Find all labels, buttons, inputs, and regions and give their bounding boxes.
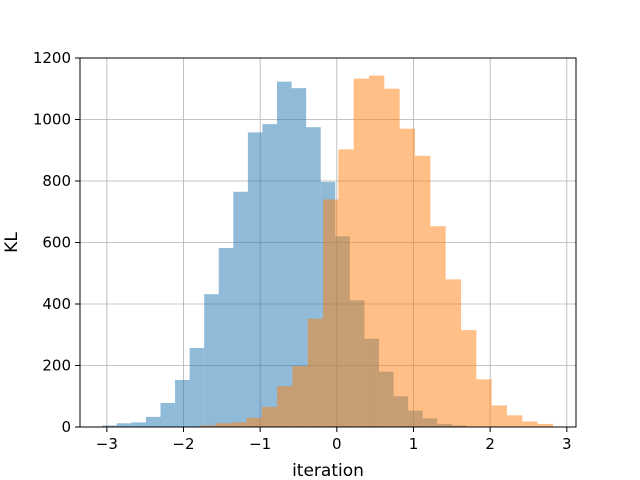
histogram-bar-series-2 [323, 199, 339, 427]
histogram-bar-series-1 [247, 132, 263, 428]
y-tick-label: 600 [42, 234, 71, 252]
histogram-bar-series-2 [231, 422, 247, 427]
histogram-bar-series-2 [292, 366, 308, 427]
x-tick-label: 0 [332, 435, 342, 453]
histogram-bar-series-2 [307, 318, 324, 427]
histogram-bar-series-1 [102, 425, 117, 427]
histogram-bar-series-1 [218, 248, 234, 427]
histogram-bar-series-1 [145, 416, 161, 427]
histogram-bar-series-1 [262, 124, 278, 428]
y-tick-label: 1000 [33, 111, 71, 129]
histogram-bar-series-1 [291, 88, 307, 427]
histogram-bar-series-2 [384, 88, 400, 427]
histogram-bar-series-2 [353, 78, 370, 427]
histogram-bar-series-2 [537, 423, 554, 427]
histogram-bar-series-1 [175, 379, 190, 427]
histogram-bar-series-2 [507, 415, 523, 427]
histogram-bar-series-2 [491, 405, 508, 427]
x-tick-label: 2 [485, 435, 495, 453]
axis-ticks: −3 −2 −1 0 1 2 3 0 200 400 600 800 1000 1200 [33, 49, 572, 453]
y-tick-label: 800 [42, 172, 71, 190]
y-axis-label: KL [2, 232, 22, 253]
y-tick-label: 0 [61, 418, 71, 436]
histogram-bar-series-2 [215, 423, 232, 427]
x-tick-label: −1 [249, 435, 271, 453]
histogram-bar-series-2 [476, 379, 492, 427]
histogram-bar-series-2 [415, 155, 431, 427]
histogram-bar-series-2 [246, 417, 262, 427]
histogram-bar-series-1 [116, 423, 132, 427]
x-tick-label: 1 [409, 435, 419, 453]
histogram-bar-series-1 [160, 403, 176, 427]
histogram-bars [102, 75, 554, 428]
histogram-bar-series-1 [189, 347, 205, 427]
histogram-bar-series-2 [430, 226, 446, 427]
y-tick-label: 1200 [33, 49, 71, 67]
histogram-bar-series-2 [261, 407, 278, 427]
histogram-bar-series-2 [338, 149, 354, 427]
histogram-bar-series-2 [369, 75, 385, 427]
histogram-bar-series-2 [461, 330, 477, 427]
histogram-bar-series-2 [522, 421, 538, 427]
histogram-bar-series-1 [233, 191, 248, 427]
histogram-bar-series-1 [204, 294, 219, 427]
histogram-bar-series-1 [131, 422, 146, 427]
x-tick-label: −3 [96, 435, 118, 453]
x-tick-label: 3 [562, 435, 572, 453]
histogram-bar-series-2 [200, 425, 216, 427]
histogram-bar-series-2 [399, 128, 416, 427]
histogram-bar-series-2 [445, 279, 462, 427]
y-tick-label: 400 [42, 295, 71, 313]
histogram-bar-series-1 [277, 81, 292, 428]
x-axis-label: iteration [292, 461, 364, 480]
y-tick-label: 200 [42, 357, 71, 375]
histogram-bar-series-2 [277, 386, 293, 427]
x-tick-label: −2 [172, 435, 194, 453]
